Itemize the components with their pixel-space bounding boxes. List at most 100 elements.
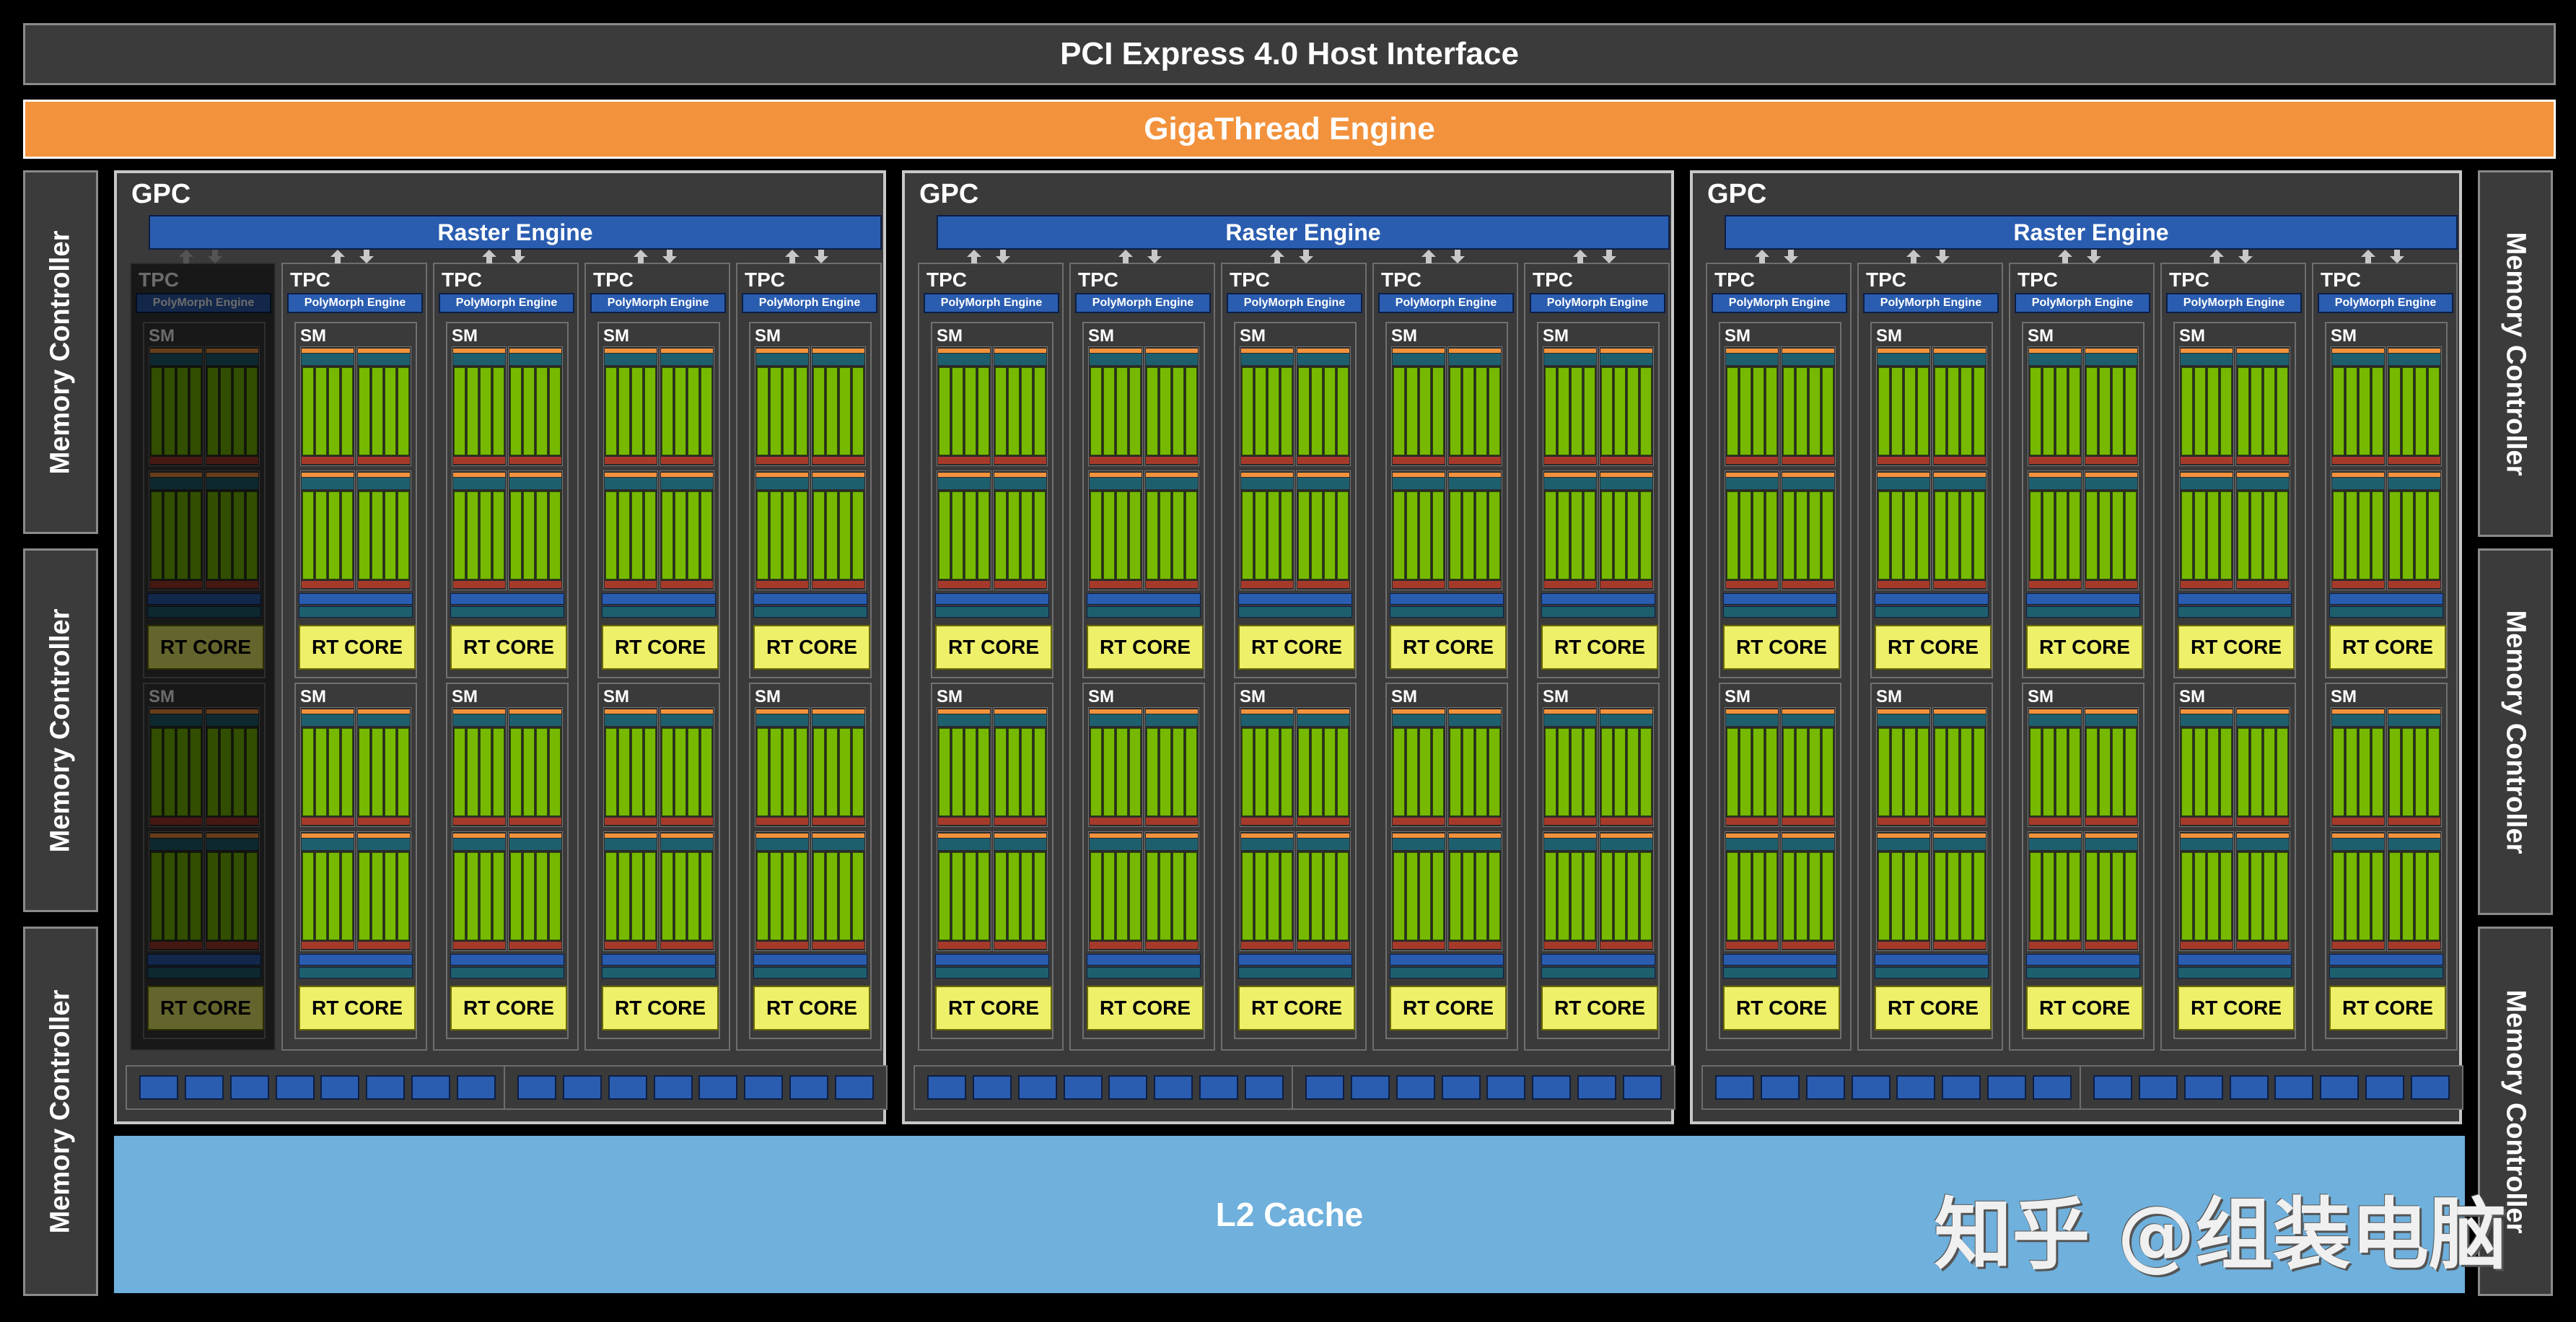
register-file [2181,839,2233,850]
cuda-cores [302,852,353,940]
cuda-core [1432,852,1444,940]
texture-units [1875,606,1989,618]
special-function-unit [1782,942,1834,949]
special-function-unit [2181,457,2233,464]
warp-scheduler [2332,833,2384,838]
cuda-cores [995,491,1046,579]
warp-scheduler [1146,349,1198,353]
cuda-core [1614,367,1626,455]
cuda-core [523,728,535,816]
cuda-core [978,728,989,816]
special-function-unit [1297,581,1349,588]
cuda-core [1242,491,1253,579]
processing-block [1599,346,1654,466]
warp-scheduler [2181,349,2233,353]
cuda-core [2415,491,2427,579]
register-file [1090,354,1142,365]
cuda-core [1116,367,1128,455]
cuda-core [359,491,370,579]
tpc: TPC PolyMorph Engine SM RT CORE SM RT CORE [1221,250,1367,1051]
rop-unit [229,1075,269,1100]
cuda-cores [1545,491,1595,579]
texture-units [2178,967,2292,979]
processing-block [660,831,714,951]
processing-block [452,470,507,590]
register-file [2085,478,2137,489]
register-file [756,839,808,850]
cuda-core [796,728,807,816]
special-function-unit [1878,581,1929,588]
special-function-unit [812,457,864,464]
register-file [509,714,561,726]
processing-block [1088,831,1143,951]
processing-block [603,470,658,590]
special-function-unit [1934,581,1986,588]
processing-block [937,707,991,827]
warp-scheduler [756,349,808,353]
cuda-cores [1147,852,1197,940]
cuda-core [631,728,643,816]
cuda-cores [2030,367,2080,455]
sm-label: SM [300,687,326,706]
cuda-cores [1147,728,1197,816]
special-function-unit [150,818,202,825]
register-file [206,839,258,850]
processing-block [1932,470,1987,590]
cuda-cores [995,367,1046,455]
processing-block [1088,346,1143,466]
cuda-core [1268,491,1279,579]
cuda-core [1242,367,1253,455]
cuda-core [939,728,950,816]
tpc: TPC PolyMorph Engine SM RT CORE SM RT CORE [433,250,579,1051]
cuda-core [2043,491,2054,579]
rop-unit [1154,1075,1193,1100]
data-arrows-icon [1421,250,1465,263]
sm-label: SM [1240,687,1266,706]
tpc: TPC PolyMorph Engine SM RT CORE SM RT CORE [281,250,427,1051]
warp-scheduler [2388,473,2440,477]
cuda-core [2181,491,2193,579]
tpc: TPC PolyMorph Engine SM RT CORE SM RT CORE [1524,250,1670,1051]
cuda-cores [2238,728,2288,816]
register-file [1449,478,1501,489]
cuda-core [467,728,478,816]
special-function-unit [1241,457,1293,464]
cuda-cores [1090,728,1141,816]
data-arrows-icon [2058,250,2101,263]
cuda-core [783,728,794,816]
cuda-core [1129,367,1141,455]
cuda-cores [1242,491,1292,579]
special-function-unit [1146,942,1198,949]
polymorph-engine: PolyMorph Engine [1712,293,1847,313]
l1-cache [2178,954,2292,966]
processing-block [1543,346,1598,466]
cuda-cores [939,728,989,816]
tpc: TPC PolyMorph Engine SM RT CORE SM RT CORE [2160,250,2306,1051]
cuda-core [1463,852,1474,940]
special-function-unit [1393,581,1445,588]
processing-block [452,831,507,951]
cuda-core [1393,367,1405,455]
cuda-core [1090,367,1102,455]
cuda-core [1878,728,1890,816]
warp-scheduler [1544,833,1596,838]
cuda-core [631,367,643,455]
cuda-core [372,491,383,579]
data-arrows-icon [785,250,828,263]
cuda-cores [151,491,201,579]
cuda-core [1891,852,1903,940]
rt-core: RT CORE [1875,986,1992,1030]
cuda-core [662,728,673,816]
cuda-core [1891,367,1903,455]
warp-scheduler [150,473,202,477]
warp-scheduler [509,349,561,353]
cuda-core [510,852,522,940]
warp-scheduler [994,709,1046,714]
cuda-core [2346,728,2357,816]
rt-core: RT CORE [299,625,416,670]
special-function-unit [1090,457,1142,464]
cuda-core [1337,491,1349,579]
rop-unit [1017,1075,1057,1100]
processing-block [1296,707,1351,827]
cuda-core [2359,491,2370,579]
